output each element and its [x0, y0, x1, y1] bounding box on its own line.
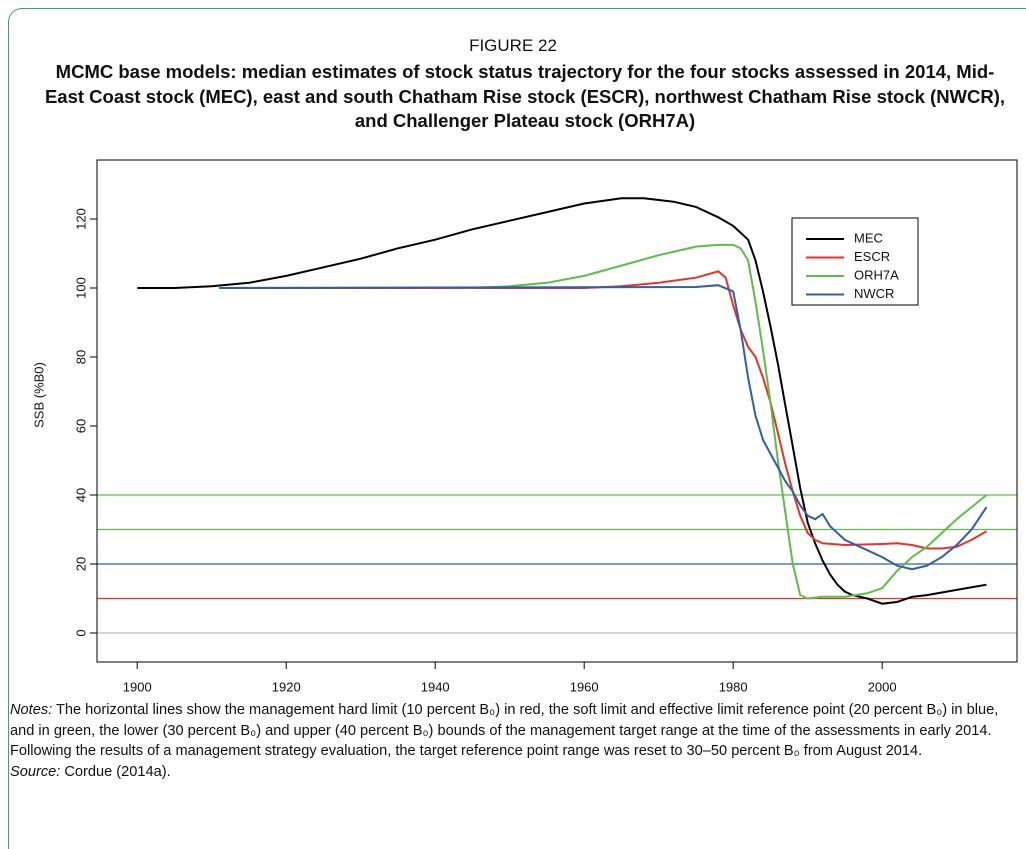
figure-label: FIGURE 22 [469, 36, 557, 55]
y-tick-label: 40 [73, 488, 88, 502]
legend-label: ORH7A [854, 267, 899, 282]
y-tick-label: 0 [73, 629, 88, 636]
legend-label: ESCR [854, 249, 890, 264]
series-line [219, 270, 988, 550]
series-line [464, 243, 988, 600]
plot-frame [96, 159, 1018, 663]
y-tick-label: 120 [73, 208, 88, 230]
legend-label: MEC [854, 230, 883, 245]
frame [8, 8, 1026, 849]
legend-label: NWCR [854, 286, 894, 301]
series-line [137, 197, 987, 605]
source-text: Cordue (2014a). [64, 764, 171, 781]
series-line [219, 284, 988, 571]
source-label: Source: [10, 764, 61, 781]
y-tick-label: 60 [73, 419, 88, 433]
notes-label: Notes: [10, 702, 53, 718]
x-tick-label: 1920 [272, 679, 301, 694]
x-tick-label: 1940 [421, 679, 450, 694]
legend-box [791, 217, 919, 306]
notes: Notes: The horizontal lines show the man… [10, 700, 1024, 783]
y-tick-label: 80 [73, 350, 88, 364]
x-tick-label: 1980 [719, 679, 748, 694]
chart-title: MCMC base models: median estimates of st… [44, 61, 1006, 131]
notes-text: The horizontal lines show the management… [10, 702, 999, 760]
chart: SSB (%B0) 0 20 40 60 80 100 120 1900 1920 1940 196… [31, 159, 1018, 694]
page: {"chart_data": {"type": "line", "figure_… [8, 8, 1026, 849]
x-tick-label: 1900 [123, 679, 152, 694]
y-axis-label: SSB (%B0) [31, 362, 46, 428]
x-tick-label: 2000 [868, 679, 897, 694]
y-tick-label: 100 [73, 277, 88, 299]
x-tick-label: 1960 [570, 679, 599, 694]
y-tick-label: 20 [73, 557, 88, 571]
